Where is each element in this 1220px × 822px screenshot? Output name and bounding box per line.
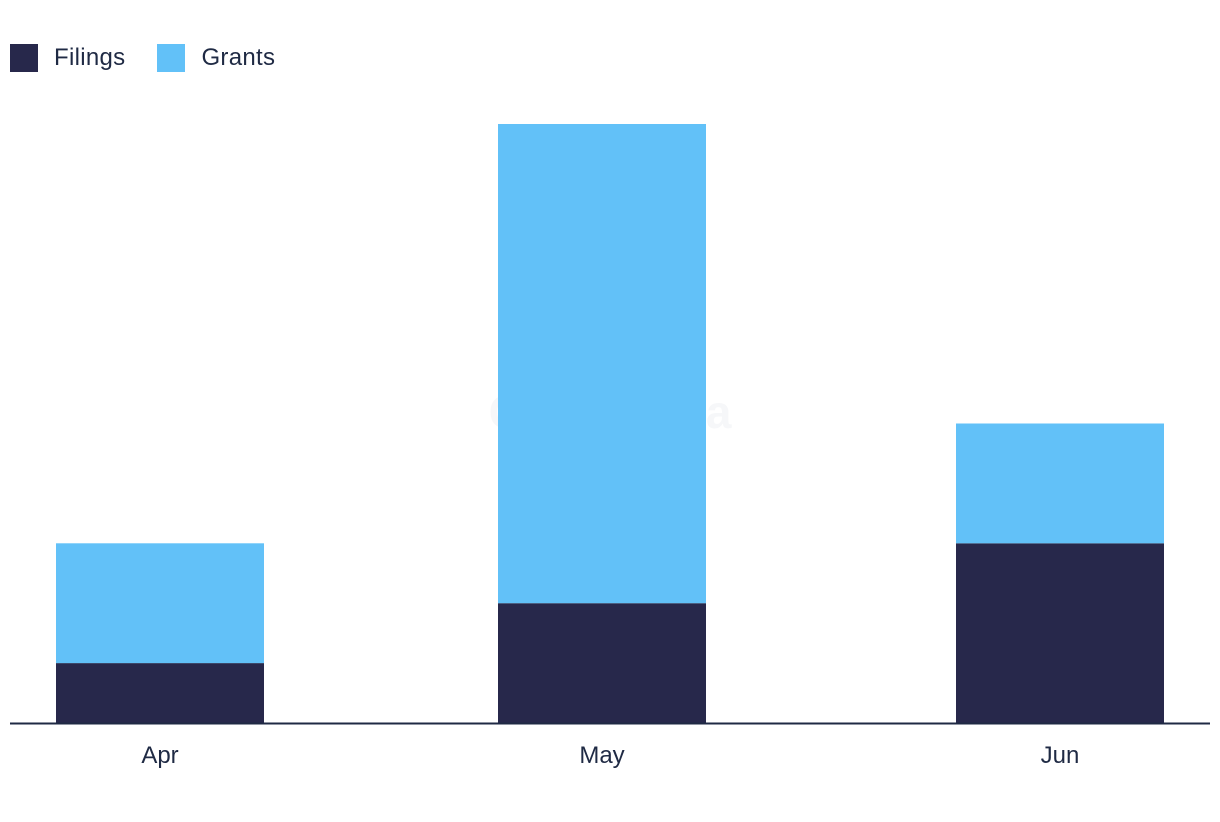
bar-grants-jun: [956, 423, 1164, 544]
legend-item-grants: Grants: [157, 44, 275, 72]
legend-label-filings: Filings: [54, 44, 126, 71]
legend-swatch-grants: [157, 44, 186, 72]
legend-item-filings: Filings: [10, 44, 125, 72]
legend: Filings Grants: [10, 44, 307, 72]
bar-filings-apr: [56, 663, 264, 723]
x-tick-label-apr: Apr: [141, 742, 178, 769]
x-tick-label-may: May: [579, 742, 624, 769]
bar-grants-apr: [56, 543, 264, 664]
legend-label-grants: Grants: [201, 44, 276, 71]
bar-grants-may: [498, 124, 706, 604]
legend-swatch-filings: [10, 44, 38, 72]
bar-filings-may: [498, 603, 706, 723]
bar-filings-jun: [956, 543, 1164, 723]
x-tick-label-jun: Jun: [1041, 742, 1080, 769]
